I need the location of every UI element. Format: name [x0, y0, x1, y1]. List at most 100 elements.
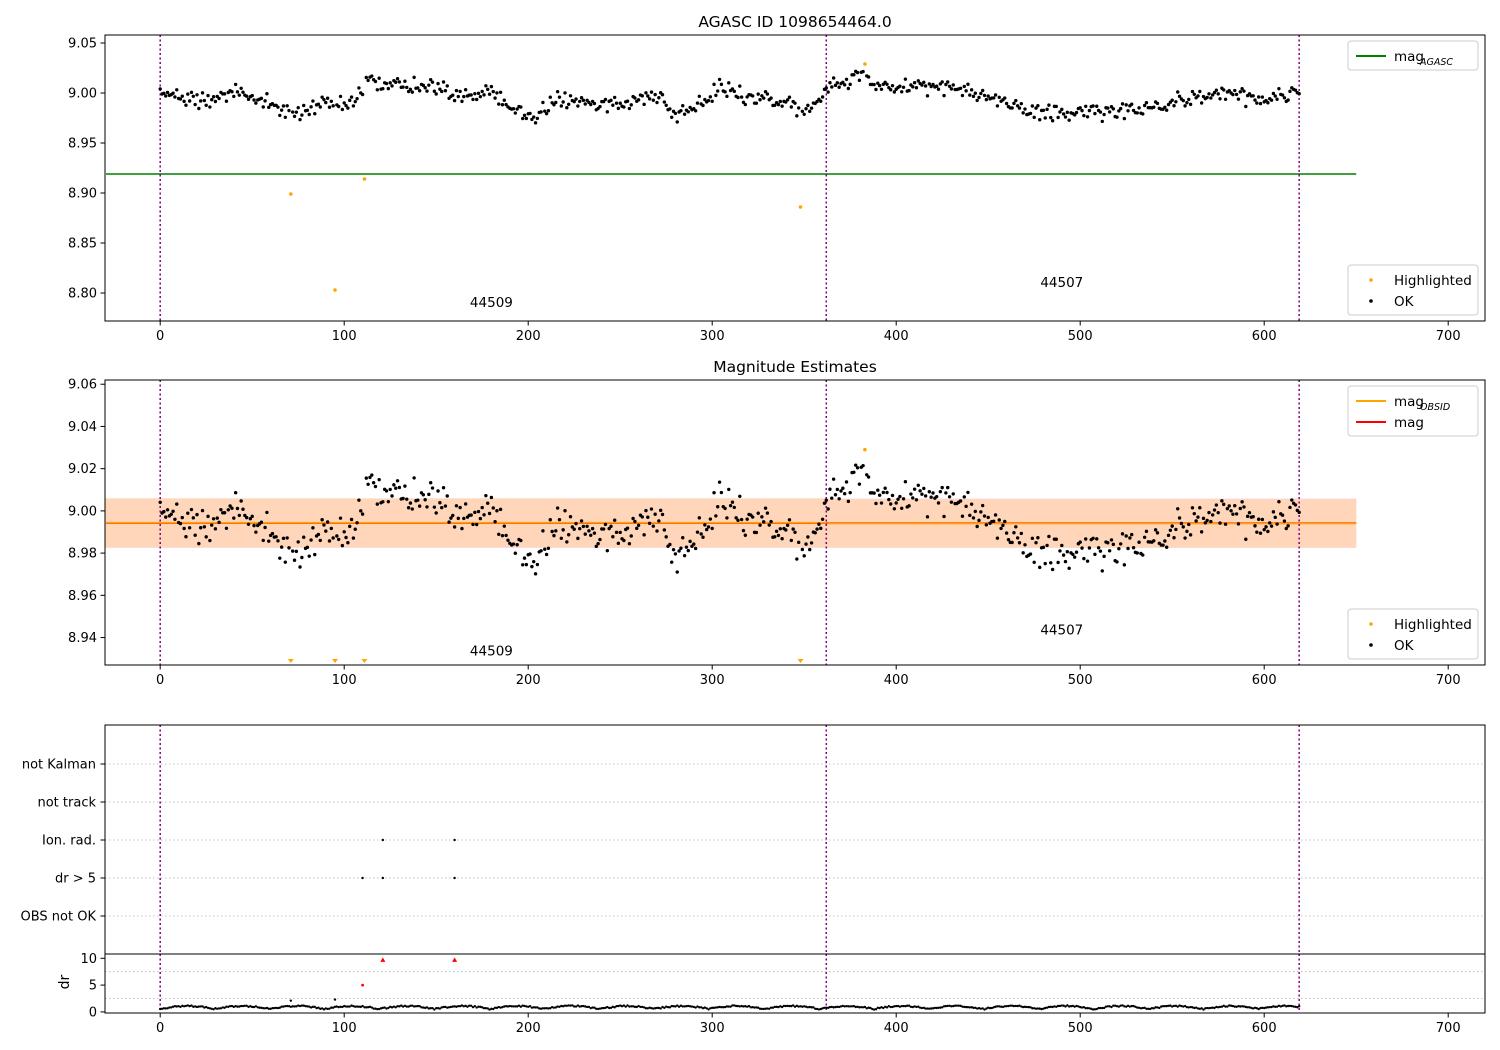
ok-point	[833, 83, 838, 88]
ok-point	[438, 87, 442, 91]
ok-point	[456, 94, 460, 99]
legend-label: Highlighted	[1394, 273, 1472, 289]
dr-point	[1250, 1006, 1253, 1010]
dr-point	[269, 1007, 272, 1011]
dr-point	[757, 1006, 760, 1009]
ok-point	[1137, 106, 1141, 110]
ok-point	[681, 535, 685, 540]
ok-point	[622, 538, 626, 543]
dr-point	[679, 1004, 683, 1007]
ok-point	[454, 504, 459, 508]
ok-point	[254, 530, 258, 534]
ok-point	[892, 507, 897, 511]
dr-point	[598, 1007, 602, 1010]
ok-point	[1220, 499, 1224, 503]
dr-point	[850, 1005, 854, 1008]
ok-point	[283, 560, 288, 564]
ok-point	[364, 75, 368, 80]
ok-point	[982, 93, 987, 98]
ok-point	[305, 108, 310, 112]
ok-point	[296, 540, 300, 544]
ok-point	[809, 541, 814, 545]
ok-point	[261, 538, 265, 543]
dr-point	[1283, 1004, 1286, 1007]
dr-point	[867, 1006, 870, 1009]
ok-point	[1188, 102, 1193, 107]
flag-point	[453, 876, 456, 880]
dr-point	[354, 1005, 357, 1008]
ok-point	[421, 83, 426, 88]
dr-point	[436, 1007, 440, 1010]
dr-point	[1097, 1006, 1100, 1010]
dr-point	[891, 1005, 894, 1009]
ok-point	[178, 97, 183, 101]
dr-point	[817, 1008, 821, 1011]
ok-point	[309, 105, 313, 109]
ok-point	[451, 513, 455, 518]
ok-point	[263, 99, 267, 103]
ok-point	[504, 102, 508, 107]
y-tick-label: 9.00	[68, 504, 97, 519]
dr-point	[764, 1007, 767, 1010]
dr-point	[607, 1006, 611, 1010]
ok-point	[395, 77, 400, 81]
ok-point	[202, 525, 207, 529]
dr-point	[1263, 1006, 1266, 1010]
ok-point	[353, 99, 357, 104]
ok-point	[1172, 104, 1176, 108]
ok-point	[750, 515, 755, 519]
dr-point	[766, 1007, 769, 1010]
ok-point	[515, 107, 519, 111]
ok-point	[197, 106, 201, 111]
dr-point	[815, 1007, 819, 1011]
ok-point	[158, 500, 162, 504]
ok-point	[513, 551, 518, 555]
ok-point	[692, 542, 696, 546]
ok-point	[232, 94, 236, 99]
ok-point	[1111, 107, 1116, 111]
ok-point	[279, 545, 284, 549]
ok-point	[717, 480, 722, 484]
dr-point	[1229, 1004, 1233, 1007]
ok-point	[1006, 537, 1011, 542]
dr-point	[812, 1006, 815, 1009]
ok-point	[554, 529, 558, 533]
ok-point	[416, 86, 420, 90]
dr-point	[999, 1005, 1003, 1008]
dr-point	[1047, 1005, 1051, 1009]
ok-point	[992, 519, 996, 523]
ok-point	[1260, 517, 1265, 522]
ok-point	[966, 490, 970, 495]
ok-point	[999, 526, 1003, 531]
ok-point	[1212, 508, 1217, 512]
ok-point	[642, 102, 646, 107]
ok-point	[206, 93, 210, 98]
dr-point	[262, 1007, 265, 1010]
ok-point	[565, 540, 569, 544]
ok-point	[401, 496, 405, 501]
ok-point	[789, 538, 794, 543]
ok-point	[290, 549, 295, 553]
ok-point	[233, 491, 238, 495]
ok-point	[712, 490, 716, 495]
ok-point	[162, 509, 166, 514]
dr-point	[1215, 1005, 1218, 1009]
ok-point	[235, 506, 240, 511]
dr-point	[839, 1005, 843, 1008]
dr-point	[922, 1006, 925, 1009]
ok-point	[646, 94, 650, 98]
dr-point	[963, 1005, 966, 1009]
ok-point	[200, 508, 205, 513]
dr-point	[609, 1006, 613, 1010]
dr-point	[655, 1006, 659, 1010]
dr-point	[1218, 1005, 1222, 1009]
ok-point	[1012, 530, 1016, 535]
dr-point	[504, 1005, 508, 1008]
ok-point	[302, 535, 306, 539]
ok-point	[668, 542, 672, 547]
ok-point	[279, 108, 284, 112]
dr-point	[979, 1007, 983, 1010]
ok-point	[1266, 529, 1270, 534]
ok-point	[211, 95, 216, 99]
ok-point	[697, 94, 702, 98]
